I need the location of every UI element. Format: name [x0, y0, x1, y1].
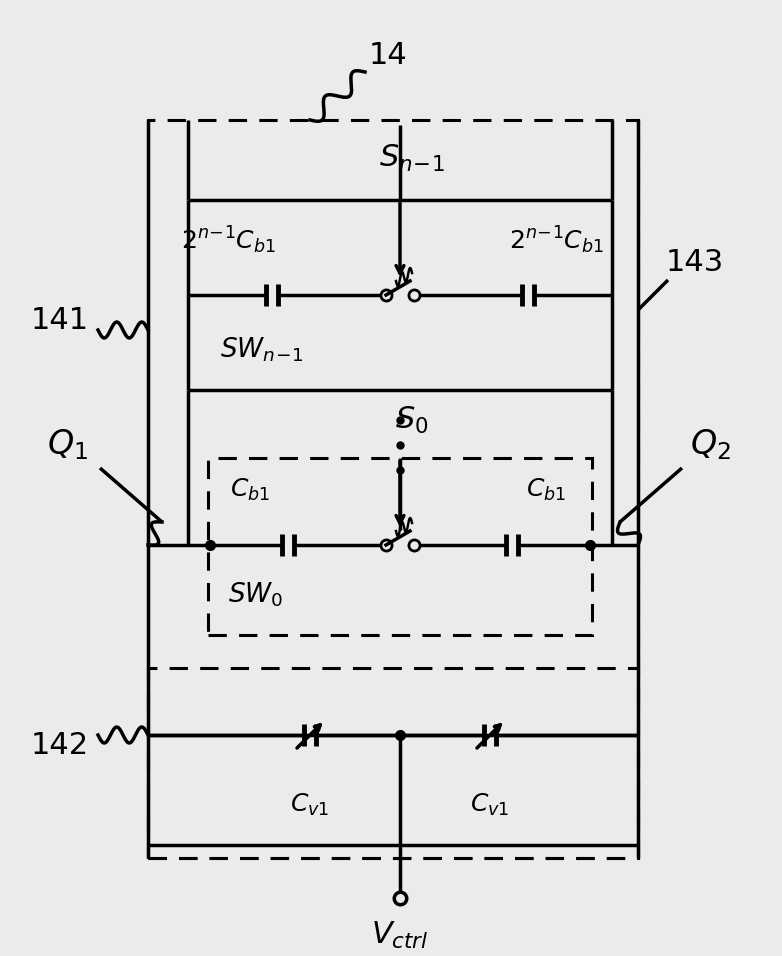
Text: 141: 141 [31, 306, 89, 335]
Text: 143: 143 [666, 248, 724, 276]
Text: $2^{n\!-\!1}C_{b1}$: $2^{n\!-\!1}C_{b1}$ [181, 225, 275, 255]
Text: 14: 14 [368, 40, 407, 70]
Bar [208, 458, 592, 635]
Text: $C_{b1}$: $C_{b1}$ [230, 477, 270, 503]
Text: 142: 142 [31, 730, 89, 759]
Text: $C_{v1}$: $C_{v1}$ [290, 792, 330, 818]
Text: $Q_1$: $Q_1$ [48, 427, 88, 463]
Text: $C_{v1}$: $C_{v1}$ [470, 792, 510, 818]
Text: $S_0$: $S_0$ [395, 404, 429, 436]
Text: $V_{ctrl}$: $V_{ctrl}$ [371, 920, 429, 950]
Text: $SW_0$: $SW_0$ [228, 580, 283, 609]
Text: $C_{b1}$: $C_{b1}$ [526, 477, 566, 503]
Text: $S_{n\!-\!1}$: $S_{n\!-\!1}$ [379, 142, 445, 174]
Bar [148, 120, 638, 858]
Bar [148, 668, 638, 858]
Text: $SW_{n\!-\!1}$: $SW_{n\!-\!1}$ [220, 336, 303, 364]
Text: $2^{n\!-\!1}C_{b1}$: $2^{n\!-\!1}C_{b1}$ [508, 225, 604, 255]
Text: $Q_2$: $Q_2$ [690, 427, 730, 463]
